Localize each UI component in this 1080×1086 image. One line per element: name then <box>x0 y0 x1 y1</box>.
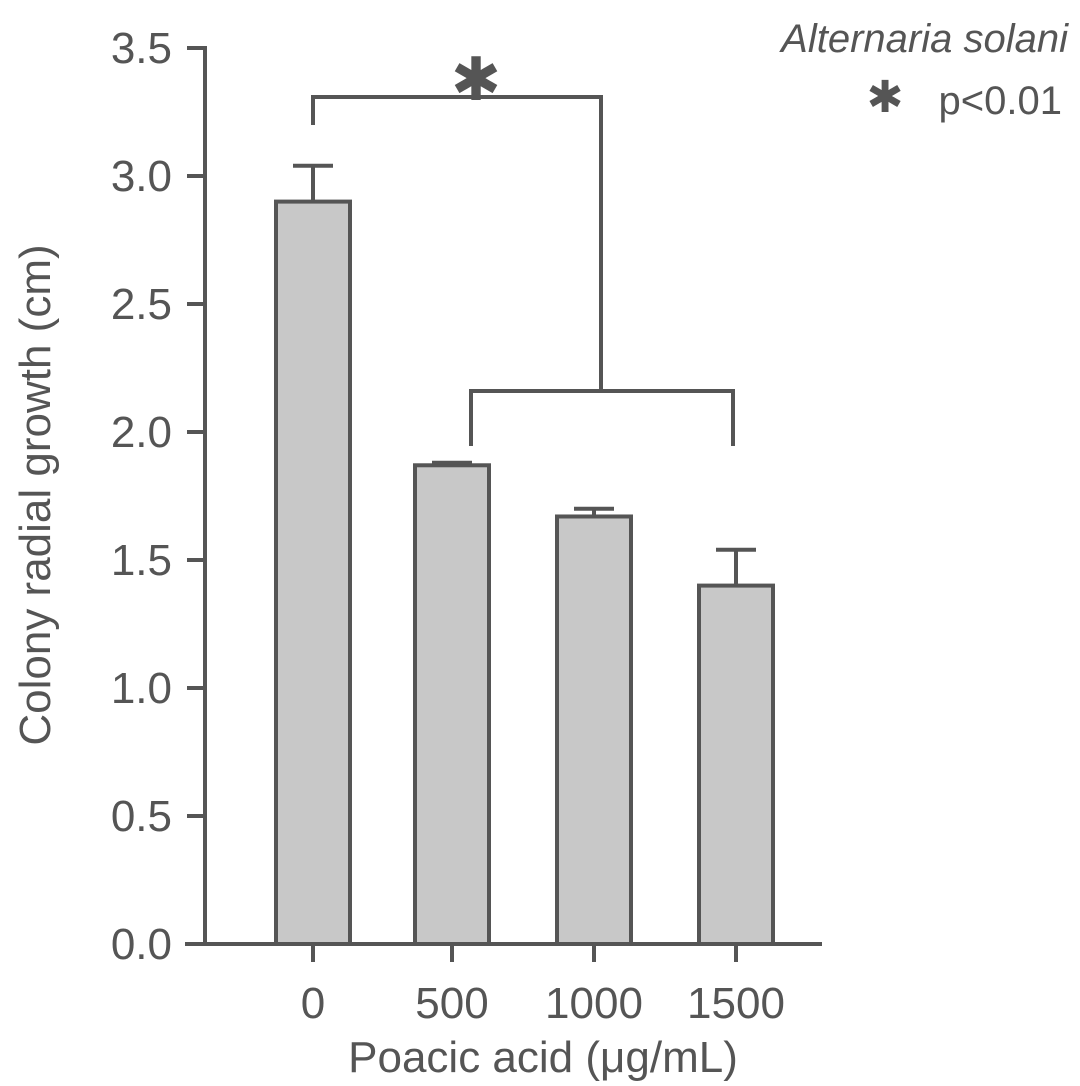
error-bar <box>293 163 333 202</box>
y-tick-label: 2.0 <box>111 408 172 457</box>
y-tick-label: 2.5 <box>111 280 172 329</box>
error-bar <box>432 460 472 466</box>
bar <box>697 583 775 946</box>
bars <box>274 199 775 947</box>
x-tick-label: 0 <box>301 979 325 1028</box>
y-tick-label: 0.0 <box>111 920 172 969</box>
organism-label: Alternaria solani <box>779 17 1069 61</box>
x-tick-label: 500 <box>415 979 488 1028</box>
x-tick-label: 1500 <box>687 979 785 1028</box>
x-axis-title: Poacic acid (μg/mL) <box>348 1033 738 1082</box>
legend-star: ✱ <box>867 72 904 123</box>
x-axis-ticks: 0 500 1000 1500 <box>301 944 785 1028</box>
bar <box>274 199 352 947</box>
y-tick-label: 3.5 <box>111 24 172 73</box>
y-tick-label: 3.0 <box>111 152 172 201</box>
y-tick-label: 1.5 <box>111 536 172 585</box>
y-axis-title: Colony radial growth (cm) <box>11 244 60 745</box>
bracket-star: ✱ <box>451 45 501 115</box>
y-axis-ticks: 0.0 0.5 1.0 1.5 2.0 2.5 3.0 3.5 <box>111 24 205 969</box>
bar <box>555 514 633 946</box>
significance-bracket <box>311 95 735 446</box>
bar <box>413 463 491 946</box>
error-bars <box>293 163 756 586</box>
error-bar <box>716 547 756 586</box>
x-tick-label: 1000 <box>545 979 643 1028</box>
error-bar <box>574 506 614 517</box>
y-tick-label: 0.5 <box>111 792 172 841</box>
y-tick-label: 1.0 <box>111 664 172 713</box>
significance-label: p<0.01 <box>939 79 1062 123</box>
bracket-sub <box>469 389 735 446</box>
bracket-main <box>311 95 603 390</box>
